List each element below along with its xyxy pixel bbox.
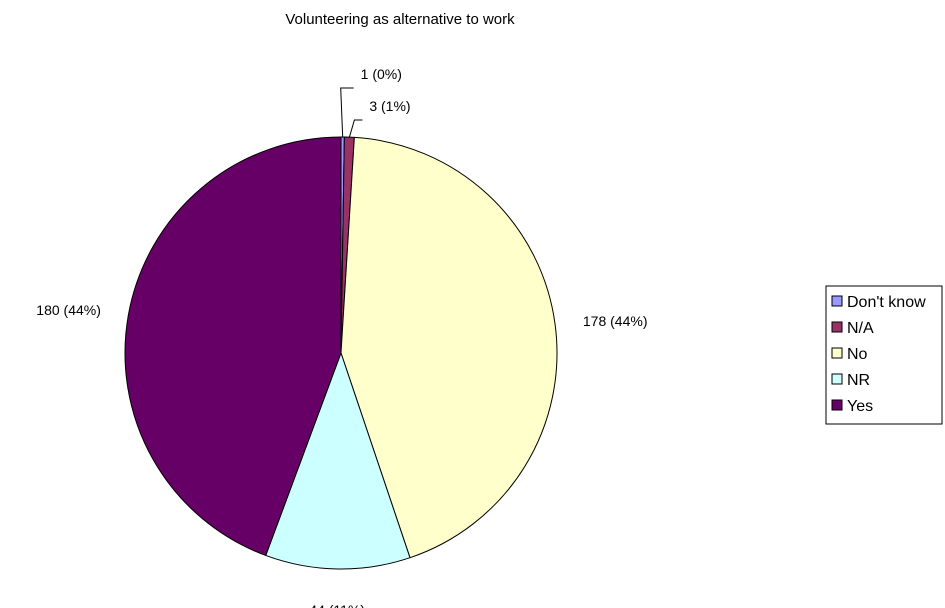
chart-title: Volunteering as alternative to work — [285, 11, 515, 28]
legend-swatch-yes — [831, 399, 843, 411]
pie-slices — [124, 136, 558, 570]
legend-label-yes: Yes — [847, 398, 873, 415]
legend-label-n-a: N/A — [847, 320, 874, 337]
data-labels: 1 (0%) 3 (1%) 178 (44%) 44 (11%) 180 (44%) — [36, 66, 647, 608]
data-label-don-t-know: 1 (0%) — [361, 66, 402, 82]
pie-slice-yes — [124, 136, 342, 556]
legend-label-nr: NR — [847, 372, 870, 389]
legend-swatch-n-a — [831, 321, 843, 333]
data-label-n-a: 3 (1%) — [369, 98, 410, 114]
legend: Don't know N/A No NR Yes — [825, 285, 943, 425]
leader-lines — [340, 87, 363, 138]
leader-line-n-a — [348, 119, 363, 138]
data-label-nr: 44 (11%) — [309, 602, 365, 608]
data-label-no: 178 (44%) — [583, 313, 648, 329]
legend-frame — [825, 285, 943, 425]
data-label-yes: 180 (44%) — [36, 302, 101, 318]
legend-label-don-t-know: Don't know — [847, 294, 926, 311]
leader-line-don-t-know — [340, 87, 354, 138]
legend-swatch-nr — [831, 373, 843, 385]
legend-swatch-don-t-know — [831, 295, 843, 307]
legend-swatch-no — [831, 347, 843, 359]
legend-label-no: No — [847, 346, 868, 363]
pie-slice-no — [340, 136, 558, 559]
pie-slice-nr — [265, 352, 411, 570]
